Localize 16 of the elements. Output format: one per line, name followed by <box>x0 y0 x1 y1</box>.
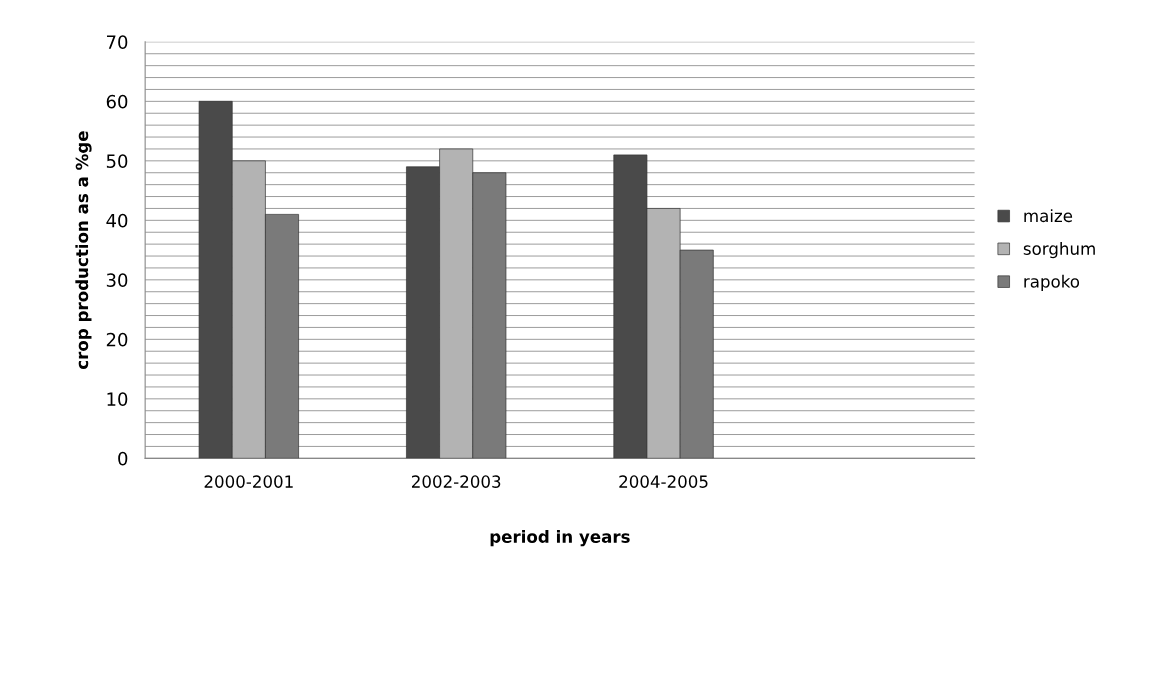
y-tick-label: 20 <box>106 332 128 347</box>
y-tick-label: 70 <box>106 35 128 49</box>
x-tick-label: 2002-2003 <box>411 475 501 488</box>
y-tick-label: 0 <box>118 451 128 466</box>
y-tick-label: 60 <box>106 94 128 109</box>
y-tick-label: 30 <box>106 273 128 287</box>
y-tick-label: 10 <box>107 392 128 406</box>
x-axis-title: period in years <box>490 530 630 547</box>
legend-label: sorghum <box>1023 242 1095 259</box>
y-tick-label: 50 <box>106 154 128 168</box>
y-tick-label: 40 <box>106 213 128 228</box>
legend-label: rapoko <box>1024 274 1080 291</box>
x-tick-label: 2004-2005 <box>619 475 708 488</box>
x-tick-label: 2000-2001 <box>204 475 293 488</box>
legend-label: maize <box>1024 209 1073 223</box>
y-axis-title: crop production as a %ge <box>75 131 92 370</box>
